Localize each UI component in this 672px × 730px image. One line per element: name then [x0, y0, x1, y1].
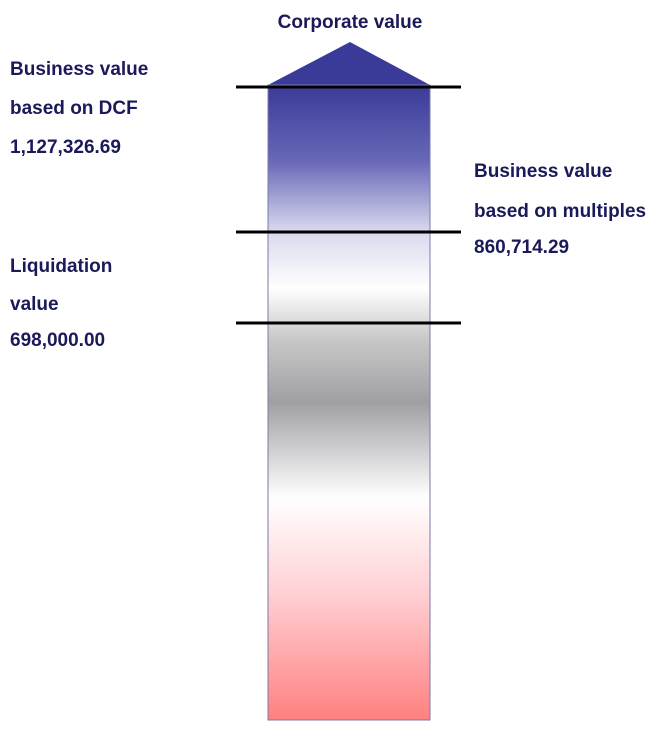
- label-line: Business value: [10, 59, 148, 80]
- label-line: based on DCF: [10, 98, 138, 119]
- label-line: value: [10, 294, 59, 315]
- title: Corporate value: [278, 12, 423, 33]
- label-line: Business value: [474, 161, 612, 182]
- label-value: 698,000.00: [10, 330, 105, 351]
- arrow-column: [267, 84, 431, 721]
- label-line: based on multiples: [474, 201, 646, 222]
- label-line: Liquidation: [10, 256, 112, 277]
- label-value: 860,714.29: [474, 237, 569, 258]
- label-value: 1,127,326.69: [10, 137, 121, 158]
- arrow-head: [268, 42, 430, 85]
